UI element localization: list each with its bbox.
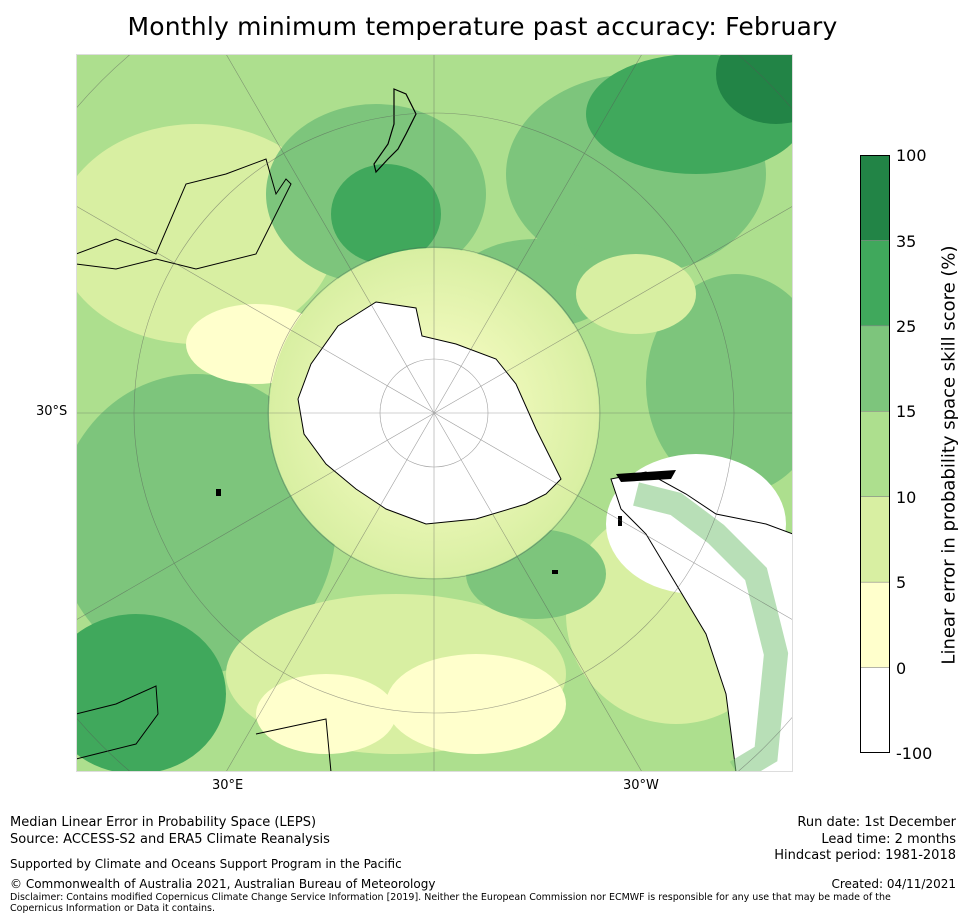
skill-patch — [386, 654, 566, 754]
skill-patch — [331, 164, 441, 264]
colorbar-tick: -100 — [896, 744, 933, 763]
colorbar-tick: 15 — [896, 402, 917, 421]
colorbar-tick: 100 — [896, 146, 927, 165]
madagascar-coast — [255, 718, 332, 772]
lon-label-30e: 30°E — [212, 778, 244, 793]
colorbar-band — [860, 582, 890, 669]
island-marker — [216, 489, 221, 496]
colorbar-band — [860, 240, 890, 327]
footer-copyright: © Commonwealth of Australia 2021, Austra… — [10, 877, 436, 891]
new-zealand-coast — [373, 88, 417, 174]
island-marker — [618, 516, 622, 526]
colorbar-tick: 5 — [896, 573, 907, 592]
footer-lead-time: Lead time: 2 months — [821, 832, 956, 847]
footer-source: Source: ACCESS-S2 and ERA5 Climate Reana… — [10, 832, 330, 847]
footer-hindcast: Hindcast period: 1981-2018 — [774, 848, 956, 863]
lon-label-30w: 30°W — [623, 778, 659, 793]
skill-patch — [576, 254, 696, 334]
colorbar-tick: 10 — [896, 488, 917, 507]
colorbar-band — [860, 667, 890, 753]
skill-patch — [256, 674, 396, 754]
australia-coast — [76, 158, 292, 270]
colorbar-band — [860, 325, 890, 412]
colorbar — [860, 155, 890, 753]
colorbar-band — [860, 411, 890, 498]
colorbar-tick: 35 — [896, 232, 917, 251]
footer-disclaimer: Disclaimer: Contains modified Copernicus… — [10, 892, 891, 914]
skill-map — [0, 0, 905, 884]
africa-coast — [76, 685, 159, 760]
footer-metric: Median Linear Error in Probability Space… — [10, 815, 317, 830]
falkland-islands — [616, 470, 676, 482]
south-america-coast — [610, 471, 793, 772]
colorbar-tick: 0 — [896, 659, 907, 678]
skill-patch — [76, 614, 226, 772]
south-america-land-skill — [633, 482, 789, 772]
skill-patch — [646, 274, 793, 494]
colorbar-label: Linear error in probability space skill … — [938, 245, 960, 665]
island-marker — [552, 570, 558, 574]
footer-created: Created: 04/11/2021 — [831, 877, 956, 891]
skill-patch — [716, 54, 793, 124]
footer-run-date: Run date: 1st December — [797, 815, 956, 830]
chart-title: Monthly minimum temperature past accurac… — [127, 12, 838, 41]
map-canvas — [0, 0, 905, 884]
colorbar-band — [860, 496, 890, 583]
footer-support: Supported by Climate and Oceans Support … — [10, 857, 402, 871]
colorbar-band — [860, 155, 890, 241]
skill-patch — [76, 374, 336, 674]
colorbar-tick: 25 — [896, 317, 917, 336]
lat-label-30s: 30°S — [36, 404, 68, 419]
